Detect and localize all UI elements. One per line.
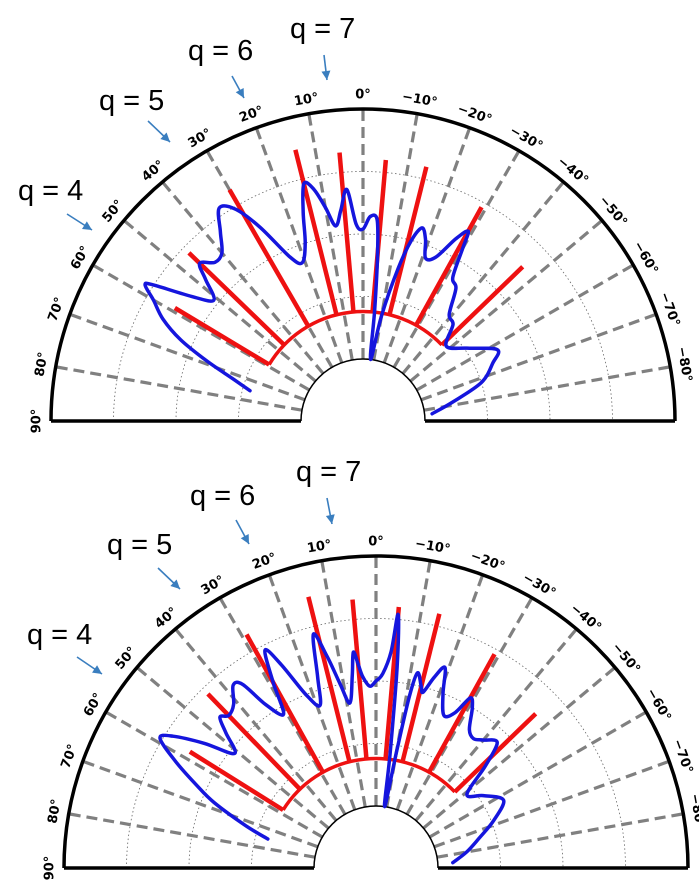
inner-arc (313, 805, 439, 869)
theta-tick-label: 0° (368, 535, 384, 550)
theta-spoke (122, 219, 317, 383)
measured-curve (158, 612, 506, 865)
theta-tick-label: 10° (293, 90, 320, 109)
q-arrow-head (81, 221, 92, 230)
q-annotation: q = 5 (107, 529, 172, 561)
outer-arc (49, 107, 677, 422)
q-arrow-head (325, 514, 335, 524)
theta-tick-label: 70° (45, 295, 68, 323)
theta-spoke (267, 574, 357, 811)
theta-spoke (68, 812, 316, 859)
theta-tick-label: 20° (250, 550, 278, 573)
theta-tick-label: 70° (58, 742, 81, 770)
polar-chart-bottom: 90°80°70°60°50°40°30°20°10° 0° −10°−20°−30… (27, 456, 699, 880)
theta-tick-label: −10° (414, 536, 452, 557)
theta-spoke (436, 812, 684, 859)
theory-line (453, 712, 538, 794)
outer-arc (62, 554, 690, 869)
theta-spoke (307, 113, 354, 361)
theta-spoke (392, 150, 521, 369)
theta-spoke (415, 263, 634, 392)
theory-line (188, 749, 285, 812)
theta-tick-label: −80° (674, 346, 695, 384)
q-annotation: q = 7 (290, 13, 355, 45)
q-annotation: q = 4 (18, 175, 83, 207)
theta-tick-label: −60° (630, 239, 661, 277)
theta-spoke (395, 574, 485, 811)
theta-tick-label: −40° (567, 601, 604, 635)
theory-base-arc (267, 309, 444, 366)
q-arrow-head (160, 132, 170, 142)
radial-grid-ring (188, 680, 564, 869)
theta-spoke (161, 180, 325, 375)
q-arrow-head (240, 533, 249, 544)
theta-tick-label: −50° (609, 640, 643, 677)
theta-spoke (82, 759, 319, 849)
theory-line (206, 692, 302, 791)
theory-base-arc (281, 756, 457, 811)
theta-spoke (423, 365, 671, 412)
q-arrow-head (92, 665, 102, 674)
theory-line (173, 306, 271, 367)
theta-spoke (433, 759, 670, 849)
theta-spoke (254, 127, 344, 364)
theta-spoke (105, 710, 324, 839)
q-arrow-head (170, 579, 180, 589)
theta-tick-label: 90° (30, 409, 45, 434)
polar-chart-top: 90°80°70°60°50°40°30°20°10° 0° −10°−20°−30… (18, 13, 695, 433)
theory-line (293, 149, 339, 316)
q-arrow-head (235, 87, 244, 98)
theta-tick-label: −30° (507, 123, 545, 154)
theta-tick-label: 90° (43, 856, 58, 881)
theory-line (440, 265, 525, 347)
theta-spoke (401, 180, 565, 375)
q-annotation: q = 5 (99, 85, 164, 117)
q-annotation: q = 4 (27, 619, 92, 651)
theta-tick-label: −60° (643, 686, 674, 724)
theta-tick-label: 80° (45, 798, 64, 825)
theta-tick-label: 0° (355, 88, 371, 103)
theta-spoke (55, 365, 303, 412)
q-arrow-head (321, 70, 331, 80)
theory-line (306, 596, 352, 763)
theory-line (337, 152, 356, 313)
theory-line (244, 633, 325, 774)
theta-tick-label: 20° (237, 103, 265, 126)
theta-spoke (414, 627, 578, 822)
theta-tick-label: 80° (32, 351, 51, 378)
theta-tick-label: 10° (306, 537, 333, 556)
theory-line (383, 606, 402, 760)
theory-line (414, 206, 484, 327)
theta-spoke (174, 627, 338, 822)
theta-tick-label: −50° (596, 193, 630, 230)
theory-line (427, 653, 497, 774)
theory-line (387, 166, 429, 316)
theory-line (350, 599, 369, 760)
theta-tick-label: −30° (520, 570, 558, 601)
theta-spoke (409, 219, 604, 383)
theta-spoke (405, 597, 534, 816)
measured-curve (143, 180, 501, 416)
inner-arc (300, 358, 426, 422)
theta-tick-label: −80° (687, 793, 699, 831)
theta-spoke (92, 263, 311, 392)
theta-spoke (69, 312, 306, 402)
theta-tick-label: −40° (554, 154, 591, 188)
q-annotation: q = 6 (188, 35, 253, 67)
theta-spoke (320, 560, 367, 808)
theta-spoke (422, 666, 617, 830)
theta-spoke (428, 710, 647, 839)
theta-tick-label: −10° (401, 89, 439, 110)
q-annotation: q = 6 (190, 480, 255, 512)
radial-grid-ring (175, 233, 551, 422)
theory-line (187, 251, 286, 347)
theta-spoke (420, 312, 657, 402)
q-annotation: q = 7 (296, 456, 361, 488)
